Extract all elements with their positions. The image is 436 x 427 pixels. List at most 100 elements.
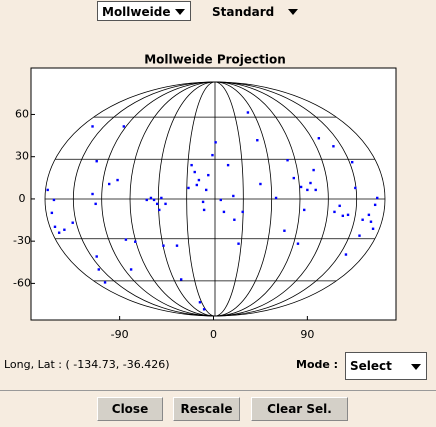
point — [91, 192, 94, 196]
point — [57, 231, 61, 234]
point — [314, 188, 317, 192]
point — [303, 208, 306, 212]
point — [256, 139, 259, 142]
y-tick-label: 60 — [15, 107, 29, 120]
point — [283, 229, 286, 232]
point — [226, 163, 230, 167]
point — [361, 218, 364, 221]
point — [152, 198, 156, 202]
point — [162, 244, 165, 247]
mode-label: Mode : — [296, 358, 339, 371]
point — [373, 203, 377, 207]
close-button[interactable]: Close — [97, 397, 163, 421]
point — [232, 194, 235, 198]
point — [354, 186, 357, 190]
point — [53, 225, 57, 229]
point — [95, 255, 98, 258]
point — [103, 281, 107, 284]
point — [233, 218, 236, 221]
status-coords: ( -134.73, -36.426) — [65, 358, 170, 371]
point — [296, 242, 300, 245]
point — [164, 202, 167, 206]
point — [198, 301, 202, 304]
point — [155, 202, 159, 206]
status-label: Long, Lat : — [4, 358, 62, 371]
point — [369, 220, 373, 223]
point — [50, 211, 54, 215]
style-select[interactable]: Standard — [207, 1, 304, 21]
point — [46, 188, 49, 192]
point — [158, 208, 161, 212]
point — [202, 208, 206, 212]
point — [94, 202, 97, 206]
rescale-button[interactable]: Rescale — [173, 397, 240, 421]
point — [292, 176, 295, 180]
point — [149, 196, 153, 200]
point — [195, 183, 199, 187]
chart: Mollweide Projection -60 -30 0 30 60 -90 0 90 — [13, 53, 397, 341]
point — [312, 168, 315, 172]
point — [124, 238, 128, 241]
point — [190, 163, 193, 167]
point — [309, 181, 312, 185]
point — [193, 170, 196, 174]
status: Long, Lat : ( -134.73, -36.426) — [4, 358, 170, 371]
separator — [0, 390, 436, 391]
point — [122, 125, 126, 128]
point — [134, 240, 137, 243]
x-tick-label: -90 — [111, 328, 129, 341]
point — [333, 210, 336, 214]
point — [338, 204, 341, 208]
point — [344, 253, 348, 256]
y-tick-label: -60 — [13, 276, 31, 289]
point — [237, 242, 240, 245]
point — [241, 210, 244, 214]
projection-value: Mollweide — [102, 5, 171, 19]
point — [286, 159, 289, 162]
point — [376, 196, 379, 200]
point — [358, 234, 361, 237]
point — [332, 145, 335, 148]
point — [145, 198, 148, 202]
point — [205, 188, 208, 192]
point — [202, 308, 206, 311]
x-tick-label: 90 — [300, 328, 314, 341]
point — [129, 268, 133, 271]
point — [52, 198, 56, 202]
point — [71, 221, 74, 224]
point — [97, 268, 100, 271]
plot-area — [30, 67, 397, 321]
point — [299, 185, 303, 189]
mode-value: Select — [350, 359, 392, 373]
point — [187, 186, 190, 190]
point — [351, 160, 354, 164]
projection-select[interactable]: Mollweide — [97, 1, 191, 21]
point — [95, 159, 98, 163]
point — [175, 244, 179, 247]
y-tick-label: -30 — [13, 234, 31, 247]
point — [367, 213, 371, 217]
point — [197, 178, 201, 182]
graticule — [44, 81, 386, 317]
point — [222, 210, 226, 214]
point — [179, 278, 183, 281]
point — [259, 182, 262, 186]
point — [201, 200, 205, 204]
point — [214, 141, 217, 144]
style-value: Standard — [212, 5, 275, 19]
clear-button[interactable]: Clear Sel. — [251, 397, 348, 421]
mode-select[interactable]: Select — [345, 352, 427, 380]
point — [160, 196, 163, 200]
point — [371, 227, 375, 230]
point — [116, 178, 119, 182]
point — [246, 111, 250, 114]
point — [346, 213, 350, 217]
point — [211, 153, 214, 157]
chart-title: Mollweide Projection — [144, 53, 286, 67]
point — [108, 182, 111, 186]
point — [306, 188, 309, 192]
point — [63, 228, 66, 231]
point — [317, 137, 321, 140]
point — [341, 214, 345, 218]
